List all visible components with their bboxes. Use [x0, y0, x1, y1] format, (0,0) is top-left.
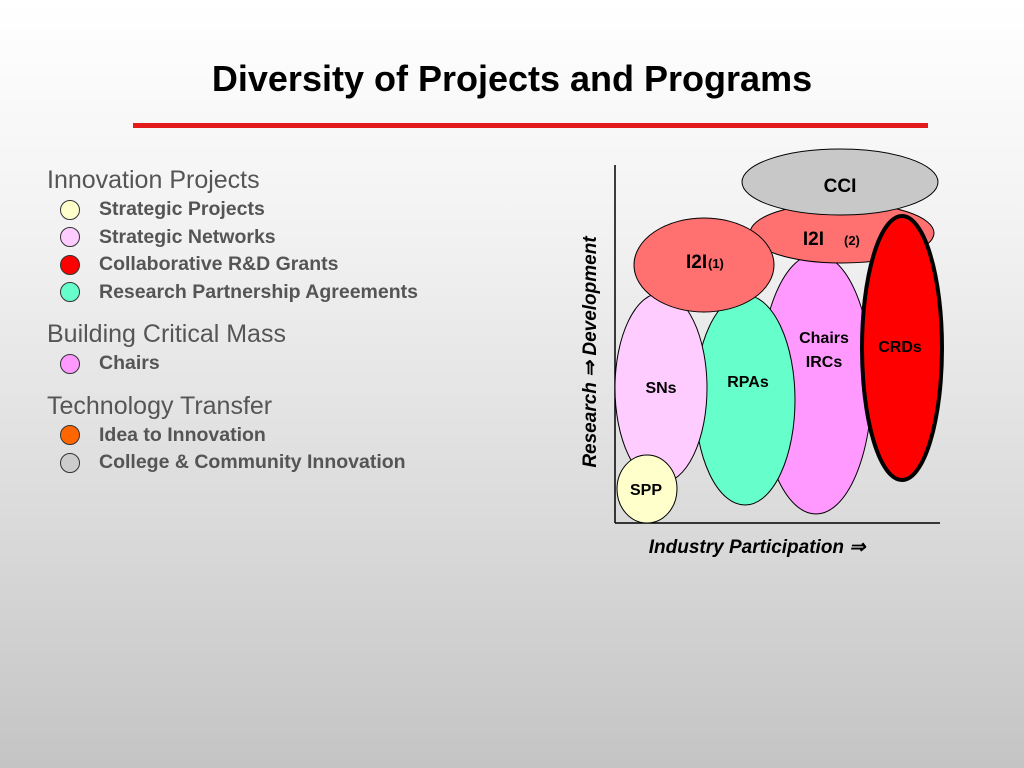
legend-group-innovation-projects: Innovation Projects Strategic Projects S… — [47, 164, 517, 306]
legend-item-strategic-networks: Strategic Networks — [47, 224, 517, 252]
i2i-1-note: (1) — [708, 256, 724, 271]
ircs-label: IRCs — [806, 354, 843, 371]
legend-group-technology-transfer: Technology Transfer Idea to Innovation C… — [47, 390, 517, 477]
rpas-label: RPAs — [727, 374, 769, 391]
yellow-circle-icon — [60, 199, 80, 220]
title-underline — [133, 123, 928, 128]
legend-item-strategic-projects: Strategic Projects — [47, 196, 517, 224]
green-circle-icon — [60, 282, 80, 303]
legend-item-label: Idea to Innovation — [99, 423, 266, 446]
crds-bubble — [860, 214, 944, 482]
legend-item-label: Strategic Networks — [99, 225, 276, 248]
orange-circle-icon — [60, 425, 80, 446]
legend-item-research-partnership: Research Partnership Agreements — [47, 279, 517, 307]
legend-item-label: Collaborative R&D Grants — [99, 253, 339, 276]
sns-label: SNs — [645, 380, 676, 397]
spp-label: SPP — [630, 482, 662, 499]
i2i-2-label: I2I — [803, 229, 824, 250]
i2i-1-bubble — [633, 217, 775, 313]
legend-item-label: Chairs — [99, 352, 160, 375]
legend-panel: Innovation Projects Strategic Projects S… — [47, 164, 517, 489]
y-axis-label: Research ⇒ Development — [580, 236, 601, 468]
magenta-circle-icon — [60, 353, 80, 374]
legend-item-chairs: Chairs — [47, 350, 517, 378]
legend-item-collaborative-grants: Collaborative R&D Grants — [47, 251, 517, 279]
i2i-1-label: I2I — [686, 252, 707, 273]
spp-bubble — [616, 454, 678, 524]
x-axis-label: Industry Participation ⇒ — [649, 537, 867, 558]
legend-item-college-community: College & Community Innovation — [47, 449, 517, 477]
crds-label: CRDs — [878, 339, 922, 356]
chairs-label: Chairs — [799, 330, 849, 347]
cci-label: CCI — [824, 176, 857, 197]
rpas-bubble — [694, 294, 796, 506]
legend-item-label: College & Community Innovation — [99, 451, 406, 474]
i2i-2-note: (2) — [844, 233, 860, 248]
group-heading: Building Critical Mass — [47, 320, 286, 348]
pink-circle-icon — [60, 227, 80, 248]
page-title: Diversity of Projects and Programs — [211, 58, 813, 99]
group-heading: Technology Transfer — [47, 391, 273, 420]
grey-circle-icon — [60, 452, 80, 473]
cci-bubble — [741, 148, 939, 216]
red-circle-icon — [60, 254, 80, 275]
legend-item-idea-to-innovation: Idea to Innovation — [47, 422, 517, 450]
legend-item-label: Strategic Projects — [99, 198, 265, 221]
legend-group-critical-mass: Building Critical Mass Chairs — [47, 318, 517, 378]
legend-item-label: Research Partnership Agreements — [99, 280, 418, 303]
group-heading: Innovation Projects — [47, 166, 260, 194]
